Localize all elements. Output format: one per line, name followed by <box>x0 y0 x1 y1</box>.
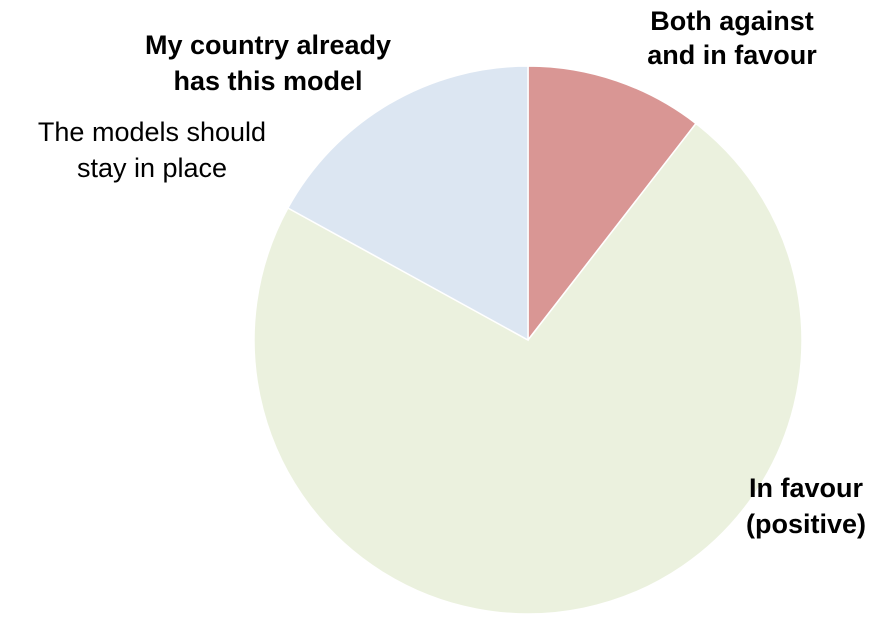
pie-label-0-line-1: and in favour <box>647 40 817 70</box>
pie-label-3-line-0: My country already <box>145 30 391 60</box>
pie-slices <box>253 65 803 615</box>
pie-slice-3 <box>286 65 529 342</box>
pie-label-1-line-0: In favour <box>749 473 864 503</box>
pie-labels: Both against and in favour In favour (posit… <box>38 6 866 539</box>
pie-label-1: In favour (positive) <box>746 473 866 539</box>
pie-slice-1 <box>253 122 803 615</box>
pie-slice-0 <box>527 65 697 343</box>
pie-label-2-line-0: The models should <box>38 117 266 147</box>
pie-label-0: Both against and in favour <box>647 6 817 70</box>
pie-label-3-line-1: has this model <box>173 66 362 96</box>
pie-label-3: My country already has this model <box>145 30 391 96</box>
pie-label-2: The models should stay in place <box>38 117 266 183</box>
pie-label-1-line-1: (positive) <box>746 509 866 539</box>
pie-label-0-line-0: Both against <box>650 6 814 36</box>
pie-label-2-line-1: stay in place <box>77 153 227 183</box>
